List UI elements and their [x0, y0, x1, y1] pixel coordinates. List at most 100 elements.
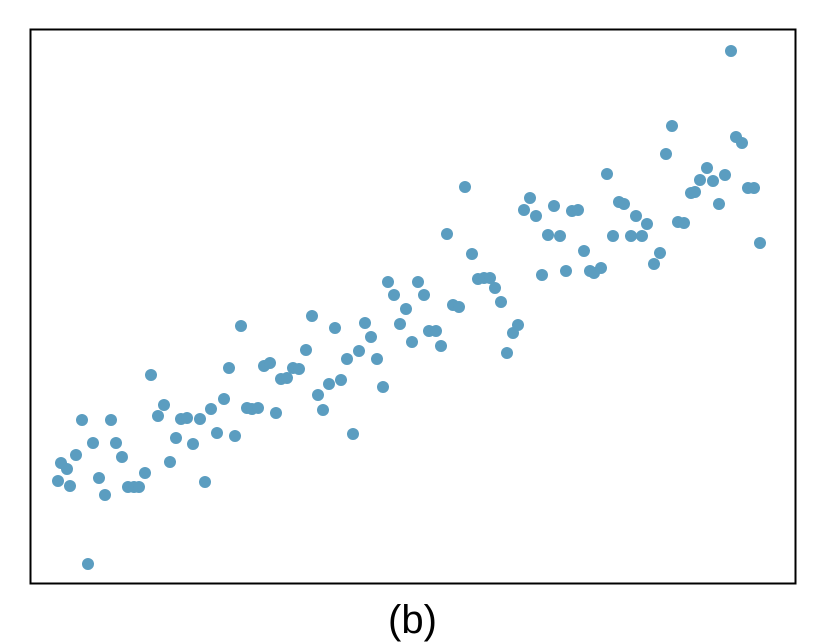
- scatter-point-68: [441, 228, 453, 240]
- scatter-point-20: [158, 399, 170, 411]
- scatter-point-9: [93, 472, 105, 484]
- scatter-point-111: [694, 174, 706, 186]
- scatter-point-90: [572, 204, 584, 216]
- scatter-point-58: [382, 276, 394, 288]
- scatter-point-48: [323, 378, 335, 390]
- scatter-point-43: [293, 363, 305, 375]
- scatter-point-81: [518, 204, 530, 216]
- scatter-point-60: [394, 318, 406, 330]
- scatter-point-36: [252, 402, 264, 414]
- scatter-point-26: [194, 413, 206, 425]
- scatter-point-13: [116, 451, 128, 463]
- scatter-point-19: [152, 410, 164, 422]
- scatter-point-94: [595, 262, 607, 274]
- scatter-point-110: [689, 186, 701, 198]
- scatter-point-5: [70, 449, 82, 461]
- scatter-point-47: [317, 404, 329, 416]
- scatter-point-18: [145, 369, 157, 381]
- scatter-point-66: [430, 325, 442, 337]
- scatter-point-101: [636, 230, 648, 242]
- scatter-point-85: [542, 229, 554, 241]
- scatter-point-76: [489, 282, 501, 294]
- scatter-point-41: [281, 372, 293, 384]
- scatter-point-112: [701, 162, 713, 174]
- scatter-point-38: [264, 357, 276, 369]
- scatter-point-95: [601, 168, 613, 180]
- scatter-point-6: [76, 414, 88, 426]
- scatter-point-53: [353, 345, 365, 357]
- scatter-point-114: [713, 198, 725, 210]
- scatter-point-64: [418, 289, 430, 301]
- scatter-point-87: [554, 230, 566, 242]
- scatter-point-54: [359, 317, 371, 329]
- scatter-point-10: [99, 489, 111, 501]
- scatter-point-61: [400, 303, 412, 315]
- scatter-point-3: [61, 463, 73, 475]
- scatter-point-77: [495, 296, 507, 308]
- scatter-point-11: [105, 414, 117, 426]
- scatter-point-45: [306, 310, 318, 322]
- scatter-point-67: [435, 340, 447, 352]
- scatter-point-16: [133, 481, 145, 493]
- scatter-point-96: [607, 230, 619, 242]
- scatter-point-121: [754, 237, 766, 249]
- scatter-point-12: [110, 437, 122, 449]
- scatter-point-105: [660, 148, 672, 160]
- scatter-point-70: [453, 301, 465, 313]
- scatter-point-22: [170, 432, 182, 444]
- scatter-point-17: [139, 467, 151, 479]
- scatter-point-108: [678, 217, 690, 229]
- scatter-point-98: [618, 198, 630, 210]
- scatter-point-63: [412, 276, 424, 288]
- scatter-point-72: [466, 248, 478, 260]
- scatter-point-44: [300, 344, 312, 356]
- scatter-point-80: [512, 319, 524, 331]
- scatter-point-115: [719, 169, 731, 181]
- scatter-point-120: [748, 182, 760, 194]
- scatter-point-32: [229, 430, 241, 442]
- scatter-point-102: [641, 218, 653, 230]
- scatter-point-99: [625, 230, 637, 242]
- scatter-point-27: [199, 476, 211, 488]
- scatter-point-104: [654, 247, 666, 259]
- scatter-point-31: [223, 362, 235, 374]
- scatter-point-51: [341, 353, 353, 365]
- scatter-point-59: [388, 289, 400, 301]
- scatter-point-83: [530, 210, 542, 222]
- scatter-point-116: [725, 45, 737, 57]
- scatter-point-28: [205, 403, 217, 415]
- scatter-point-24: [181, 412, 193, 424]
- scatter-point-25: [187, 438, 199, 450]
- scatter-point-118: [736, 137, 748, 149]
- scatter-point-57: [377, 381, 389, 393]
- scatter-point-46: [312, 389, 324, 401]
- scatter-point-1: [52, 475, 64, 487]
- scatter-point-106: [666, 120, 678, 132]
- scatter-point-30: [218, 393, 230, 405]
- scatter-point-4: [64, 480, 76, 492]
- scatter-point-103: [648, 258, 660, 270]
- scatter-point-55: [365, 331, 377, 343]
- scatter-point-113: [707, 175, 719, 187]
- scatter-point-62: [406, 336, 418, 348]
- scatter-point-33: [235, 320, 247, 332]
- scatter-point-56: [371, 353, 383, 365]
- scatter-point-7: [82, 558, 94, 570]
- scatter-point-84: [536, 269, 548, 281]
- scatter-point-39: [270, 407, 282, 419]
- scatter-point-8: [87, 437, 99, 449]
- scatter-point-52: [347, 428, 359, 440]
- scatter-point-50: [335, 374, 347, 386]
- scatter-point-21: [164, 456, 176, 468]
- scatter-point-78: [501, 347, 513, 359]
- figure-caption: (b): [0, 596, 825, 644]
- data-points: [52, 45, 766, 570]
- scatter-point-29: [211, 427, 223, 439]
- scatter-point-100: [630, 210, 642, 222]
- plot-frame: [31, 30, 796, 584]
- scatter-point-86: [548, 200, 560, 212]
- scatter-point-71: [459, 181, 471, 193]
- scatter-point-82: [524, 192, 536, 204]
- scatter-point-88: [560, 265, 572, 277]
